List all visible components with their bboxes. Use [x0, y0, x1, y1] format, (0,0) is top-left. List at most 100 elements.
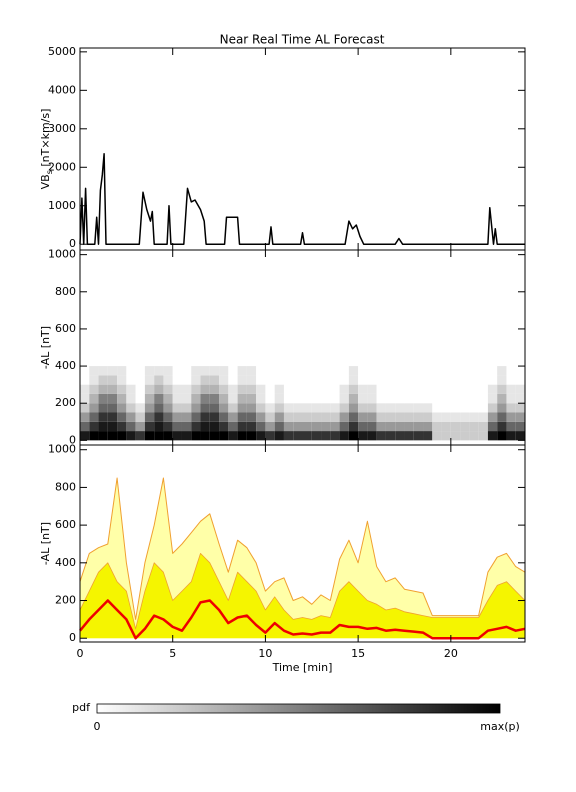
plot-frame — [79, 444, 526, 643]
heat-cell — [321, 412, 331, 422]
y-tick-label: 2000 — [48, 160, 76, 173]
heat-cell — [432, 403, 442, 413]
heat-cell — [413, 375, 424, 385]
heat-cell — [256, 431, 266, 441]
heat-cell — [135, 393, 145, 404]
heat-cell — [506, 421, 516, 432]
heat-cell — [135, 384, 145, 394]
heat-cell — [89, 384, 99, 394]
heat-cell — [515, 421, 525, 432]
colorbar-title: pdf — [72, 701, 91, 714]
heat-cell — [404, 431, 414, 441]
heat-cell — [274, 421, 284, 432]
heat-cell — [423, 421, 433, 432]
heat-cell — [274, 412, 284, 422]
x-axis-label: Time [min] — [272, 661, 333, 674]
heat-cell — [228, 384, 238, 394]
y-tick-label: 600 — [55, 518, 76, 531]
heat-cell — [311, 412, 322, 422]
heat-cell — [209, 421, 220, 432]
heat-cell — [246, 421, 257, 432]
heat-cell — [117, 403, 127, 413]
heat-cell — [469, 412, 479, 422]
heat-cell — [265, 431, 275, 441]
heat-cell — [219, 431, 229, 441]
heat-cell — [283, 403, 294, 413]
heat-cell — [274, 366, 284, 376]
heat-cell — [432, 375, 442, 385]
heat-cell — [367, 384, 377, 394]
y-tick-label: 0 — [69, 631, 76, 644]
heat-cell — [339, 403, 349, 413]
heat-cell — [98, 384, 108, 394]
heat-cell — [376, 431, 386, 441]
x-tick-label: 10 — [258, 647, 272, 660]
heat-cell — [450, 384, 461, 394]
y-tick-label: 4000 — [48, 83, 76, 96]
heat-cell — [460, 366, 470, 376]
heat-cell — [358, 403, 368, 413]
heat-cell — [107, 412, 118, 422]
heat-cell — [144, 431, 155, 441]
heat-cell — [497, 412, 507, 422]
heat-cell — [265, 421, 275, 432]
heat-cell — [515, 384, 525, 394]
heat-cell — [395, 431, 405, 441]
colorbar-label: max(p) — [480, 720, 520, 733]
y-axis-label-sub: s — [45, 170, 54, 174]
heat-cell — [191, 403, 201, 413]
heat-cell — [469, 375, 479, 385]
heat-cell — [117, 366, 127, 376]
heat-cell — [163, 393, 173, 404]
heat-cell — [200, 384, 210, 394]
heat-cell — [311, 375, 322, 385]
heat-cell — [256, 403, 266, 413]
heat-cell — [246, 366, 257, 376]
panel — [80, 366, 525, 441]
heat-cell — [497, 375, 507, 385]
heat-cell — [395, 375, 405, 385]
heat-cell — [487, 384, 498, 394]
heat-cell — [181, 421, 192, 432]
heat-cell — [163, 421, 173, 432]
heat-cell — [274, 393, 284, 404]
heat-cell — [376, 375, 386, 385]
heat-cell — [469, 366, 479, 376]
heat-cell — [209, 412, 220, 422]
heat-cell — [423, 431, 433, 441]
heat-cell — [256, 384, 266, 394]
heat-cell — [330, 431, 340, 441]
y-tick-label: 400 — [55, 359, 76, 372]
heat-cell — [172, 403, 182, 413]
heat-cell — [321, 393, 331, 404]
x-tick-label: 0 — [77, 647, 84, 660]
heat-cell — [339, 375, 349, 385]
heat-cell — [181, 431, 192, 441]
heat-cell — [339, 412, 349, 422]
heat-cell — [228, 431, 238, 441]
heat-cell — [469, 403, 479, 413]
heat-cell — [339, 393, 349, 404]
heat-cell — [376, 384, 386, 394]
heat-cell — [154, 431, 164, 441]
heat-cell — [404, 421, 414, 432]
heat-cell — [293, 384, 303, 394]
heat-cell — [311, 366, 322, 376]
heat-cell — [460, 431, 470, 441]
heat-cell — [358, 393, 368, 404]
heat-cell — [107, 431, 118, 441]
heat-cell — [432, 384, 442, 394]
heat-cell — [432, 421, 442, 432]
heat-cell — [98, 403, 108, 413]
heat-cell — [209, 366, 220, 376]
heat-cell — [265, 366, 275, 376]
heat-cell — [302, 403, 312, 413]
heat-cell — [348, 384, 359, 394]
heat-cell — [432, 431, 442, 441]
heat-cell — [154, 393, 164, 404]
heat-cell — [460, 375, 470, 385]
heat-cell — [200, 366, 210, 376]
heat-cell — [228, 403, 238, 413]
heat-cell — [219, 366, 229, 376]
heat-cell — [330, 393, 340, 404]
